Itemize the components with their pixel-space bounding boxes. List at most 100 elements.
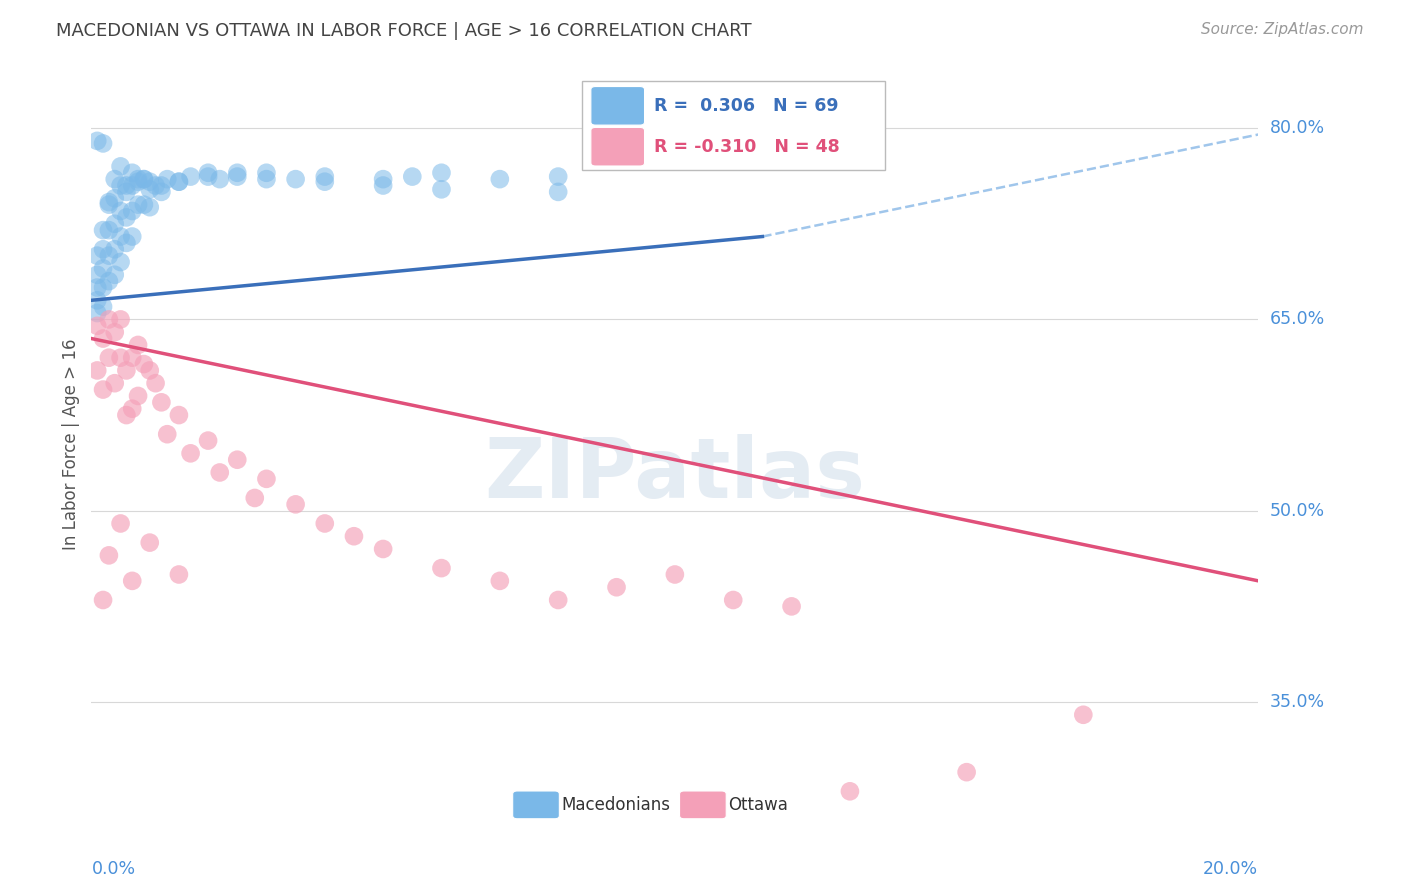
- Text: 0.0%: 0.0%: [91, 860, 135, 878]
- Point: [180, 446, 202, 460]
- Point: [110, 204, 132, 219]
- Point: [115, 178, 138, 193]
- Point: [110, 178, 132, 193]
- Point: [110, 351, 132, 365]
- Point: [723, 593, 745, 607]
- Point: [91, 136, 114, 151]
- Point: [110, 160, 132, 174]
- Point: [127, 338, 149, 352]
- FancyBboxPatch shape: [591, 87, 644, 125]
- Point: [430, 182, 453, 196]
- Point: [226, 452, 249, 467]
- Point: [314, 169, 336, 184]
- Point: [132, 172, 155, 186]
- Point: [86, 268, 108, 282]
- Point: [121, 229, 143, 244]
- Point: [254, 472, 277, 486]
- Point: [97, 249, 120, 263]
- Point: [121, 401, 143, 416]
- Point: [780, 599, 803, 614]
- Point: [91, 593, 114, 607]
- Point: [138, 182, 162, 196]
- Point: [91, 261, 114, 276]
- Text: 80.0%: 80.0%: [1270, 120, 1324, 137]
- Text: R =  0.306   N = 69: R = 0.306 N = 69: [654, 97, 838, 115]
- Point: [547, 169, 569, 184]
- Point: [121, 204, 143, 219]
- Point: [180, 169, 202, 184]
- Point: [115, 235, 138, 250]
- Point: [254, 172, 277, 186]
- Text: R = -0.310   N = 48: R = -0.310 N = 48: [654, 137, 839, 156]
- Point: [104, 172, 127, 186]
- Point: [150, 178, 173, 193]
- Point: [664, 567, 686, 582]
- Point: [343, 529, 366, 543]
- Text: 35.0%: 35.0%: [1270, 693, 1324, 711]
- Point: [197, 169, 219, 184]
- Point: [254, 166, 277, 180]
- Text: Source: ZipAtlas.com: Source: ZipAtlas.com: [1201, 22, 1364, 37]
- Point: [110, 255, 132, 269]
- Point: [104, 217, 127, 231]
- FancyBboxPatch shape: [679, 791, 727, 819]
- Point: [156, 427, 179, 442]
- Text: Ottawa: Ottawa: [728, 796, 789, 814]
- Point: [97, 351, 120, 365]
- Point: [138, 200, 162, 214]
- Point: [208, 172, 231, 186]
- Point: [104, 376, 127, 391]
- Point: [127, 389, 149, 403]
- Point: [132, 197, 155, 211]
- Point: [115, 185, 138, 199]
- Point: [138, 535, 162, 549]
- Point: [167, 175, 190, 189]
- Point: [110, 312, 132, 326]
- FancyBboxPatch shape: [591, 128, 644, 166]
- Point: [150, 185, 173, 199]
- Point: [115, 363, 138, 377]
- Point: [86, 363, 108, 377]
- Point: [956, 765, 979, 780]
- Point: [371, 541, 394, 556]
- Point: [145, 376, 167, 391]
- Point: [91, 280, 114, 294]
- Point: [167, 408, 190, 422]
- Point: [86, 318, 108, 333]
- Point: [167, 567, 190, 582]
- Y-axis label: In Labor Force | Age > 16: In Labor Force | Age > 16: [62, 338, 80, 549]
- Point: [104, 242, 127, 256]
- Point: [284, 497, 307, 511]
- Point: [104, 191, 127, 205]
- Point: [86, 134, 108, 148]
- Point: [91, 383, 114, 397]
- Point: [138, 175, 162, 189]
- Text: 65.0%: 65.0%: [1270, 310, 1324, 328]
- Point: [127, 197, 149, 211]
- Point: [167, 175, 190, 189]
- Point: [547, 185, 569, 199]
- Point: [97, 549, 120, 563]
- Point: [208, 466, 231, 480]
- Point: [371, 178, 394, 193]
- Point: [115, 408, 138, 422]
- Point: [150, 395, 173, 409]
- Point: [127, 172, 149, 186]
- Point: [115, 211, 138, 225]
- FancyBboxPatch shape: [513, 791, 560, 819]
- Point: [197, 166, 219, 180]
- Point: [132, 172, 155, 186]
- Point: [605, 580, 627, 594]
- Point: [401, 169, 423, 184]
- Point: [97, 274, 120, 288]
- Point: [430, 561, 453, 575]
- Point: [156, 172, 179, 186]
- Point: [243, 491, 266, 505]
- Point: [121, 178, 143, 193]
- Point: [97, 312, 120, 326]
- Point: [197, 434, 219, 448]
- Point: [1073, 707, 1095, 722]
- Point: [226, 169, 249, 184]
- Point: [91, 223, 114, 237]
- Point: [91, 300, 114, 314]
